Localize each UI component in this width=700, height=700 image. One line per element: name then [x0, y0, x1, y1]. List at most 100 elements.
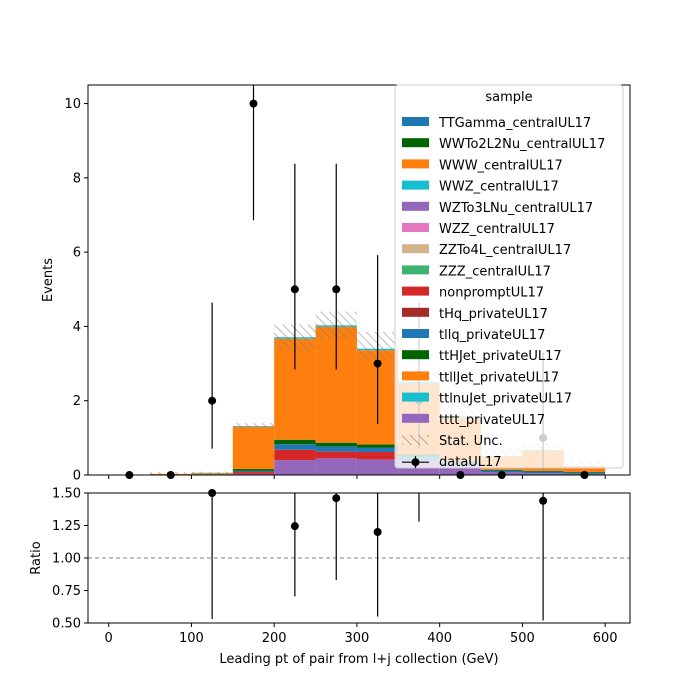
ratio-plot-panel: 0.50 0.75 1.00 1.25 1.50 0 100 200 300 400 500 600…: [29, 487, 631, 667]
y-tick-label: 10: [64, 97, 81, 112]
bar-tllq_privateUL17-bin-9: [522, 471, 564, 474]
bar-tllq_privateUL17-bin-4: [315, 446, 357, 452]
legend-swatch: [402, 244, 429, 254]
legend-label: ttllJet_privateUL17: [439, 370, 559, 385]
stat-unc-bin-1: [191, 471, 233, 474]
ratio-point: [290, 522, 299, 531]
y-tick-label: 8: [73, 171, 81, 186]
bar-tllq_privateUL17-bin-2: [232, 470, 275, 473]
x-tick-label: 200: [262, 631, 287, 646]
bar-nonpromptUL17-bin-2: [232, 472, 275, 474]
legend: sample TTGamma_centralUL17 WWTo2L2Nu_centr…: [394, 84, 624, 470]
ratio-y-tick-label: 0.50: [52, 617, 81, 632]
bar-WZTo3LNu_centralUL17-bin-5: [356, 459, 399, 475]
ratio-point: [332, 494, 341, 503]
legend-label: WWW_centralUL17: [439, 158, 563, 173]
ratio-y-tick-label: 1.00: [52, 552, 81, 567]
y-tick-label: 4: [73, 320, 81, 335]
x-tick-label: 500: [510, 631, 535, 646]
legend-label: WWTo2L2Nu_centralUL17: [439, 137, 605, 152]
bar-ttllJet_privateUL17-bin-2: [232, 426, 275, 470]
ratio-points: [208, 489, 548, 621]
bar-ttHJet_privateUL17-bin-9: [522, 470, 564, 472]
legend-label: tttt_privateUL17: [439, 413, 545, 428]
bar-WZTo3LNu_centralUL17-bin-2: [232, 473, 275, 475]
bar-nonpromptUL17-bin-4: [315, 451, 357, 459]
data-point: [290, 285, 299, 294]
legend-label: nonpromptUL17: [439, 286, 544, 301]
legend-swatch: [402, 286, 429, 296]
legend-swatch: [402, 413, 429, 423]
ratio-y-tick-label: 0.75: [52, 584, 81, 599]
legend-swatch: [402, 350, 429, 360]
legend-label: tHq_privateUL17: [439, 307, 548, 322]
main-y-axis-label: Events: [41, 258, 56, 302]
legend-swatch: [402, 180, 429, 190]
legend-label: WZZ_centralUL17: [439, 222, 555, 237]
legend-title: sample: [485, 90, 532, 105]
main-plot-panel: 0 2 4 6 8 10 Events sample TTGamma_centralUL17…: [41, 84, 631, 484]
legend-label: Stat. Unc.: [439, 434, 503, 449]
legend-swatch: [402, 392, 429, 402]
bar-ttHJet_privateUL17-bin-2: [232, 469, 275, 471]
data-point: [208, 396, 217, 405]
legend-label: ZZTo4L_centralUL17: [439, 243, 571, 258]
legend-label: ttHJet_privateUL17: [439, 349, 562, 364]
ratio-y-ticks: 0.50 0.75 1.00 1.25 1.50: [52, 487, 88, 632]
main-plot-frame: [87, 84, 631, 476]
legend-swatch: [402, 117, 429, 126]
legend-label: ttlnuJet_privateUL17: [439, 392, 572, 407]
bar-ttHJet_privateUL17-bin-8: [481, 469, 523, 471]
main-x-ticks: [108, 475, 606, 479]
x-tick-label: 600: [593, 631, 618, 646]
ratio-y-tick-label: 1.50: [52, 487, 81, 502]
bar-ttHJet_privateUL17-bin-5: [356, 444, 399, 448]
y-tick-label: 2: [73, 394, 81, 409]
legend-swatch: [402, 201, 429, 211]
y-tick-label: 6: [73, 246, 81, 261]
legend-swatch: [402, 329, 429, 338]
bar-ttllJet_privateUL17-bin-10: [563, 466, 606, 473]
legend-label: tllq_privateUL17: [439, 328, 545, 343]
x-tick-label: 400: [427, 631, 452, 646]
bar-WZTo3LNu_centralUL17-bin-7: [439, 465, 482, 475]
legend-swatch: [402, 265, 429, 275]
legend-marker: [411, 458, 420, 467]
x-tick-label: 300: [345, 631, 370, 646]
stat-unc-bin-2: [232, 423, 275, 428]
x-tick-label: 0: [105, 631, 113, 646]
x-axis-label: Leading pt of pair from l+j collection (…: [219, 652, 498, 667]
main-y-ticks: 0 2 4 6 8 10: [64, 97, 88, 484]
legend-label: dataUL17: [439, 455, 502, 470]
legend-label: WZTo3LNu_centralUL17: [439, 201, 593, 216]
y-tick-label: 0: [73, 469, 81, 484]
legend-box: [394, 84, 624, 469]
bar-WZTo3LNu_centralUL17-bin-3: [274, 460, 316, 475]
legend-swatch: [402, 371, 429, 381]
bar-tllq_privateUL17-bin-5: [356, 447, 399, 452]
x-tick-label: 100: [179, 631, 204, 646]
ratio-point: [539, 496, 548, 505]
legend-swatch-hatch: [402, 435, 429, 445]
data-point: [249, 99, 258, 108]
data-point: [373, 359, 382, 368]
bar-ttHJet_privateUL17-bin-3: [274, 439, 316, 445]
ratio-y-tick-label: 1.25: [52, 519, 81, 534]
legend-swatch: [402, 138, 429, 148]
legend-swatch: [402, 159, 429, 169]
ratio-plot-frame: [87, 492, 631, 624]
bar-tllq_privateUL17-bin-3: [274, 444, 316, 450]
legend-label: WWZ_centralUL17: [439, 180, 559, 195]
bar-WZTo3LNu_centralUL17-bin-9: [522, 473, 564, 475]
bar-ttHJet_privateUL17-bin-4: [315, 442, 357, 447]
ratio-point: [373, 528, 382, 536]
data-point: [332, 285, 341, 294]
ratio-x-ticks: 0 100 200 300 400 500 600: [105, 623, 618, 646]
bar-nonpromptUL17-bin-3: [274, 449, 316, 461]
bar-nonpromptUL17-bin-5: [356, 451, 399, 460]
legend-label: TTGamma_centralUL17: [438, 116, 591, 131]
legend-label: ZZZ_centralUL17: [439, 264, 551, 279]
bar-WZTo3LNu_centralUL17-bin-4: [315, 458, 357, 475]
ratio-y-axis-label: Ratio: [29, 541, 44, 574]
